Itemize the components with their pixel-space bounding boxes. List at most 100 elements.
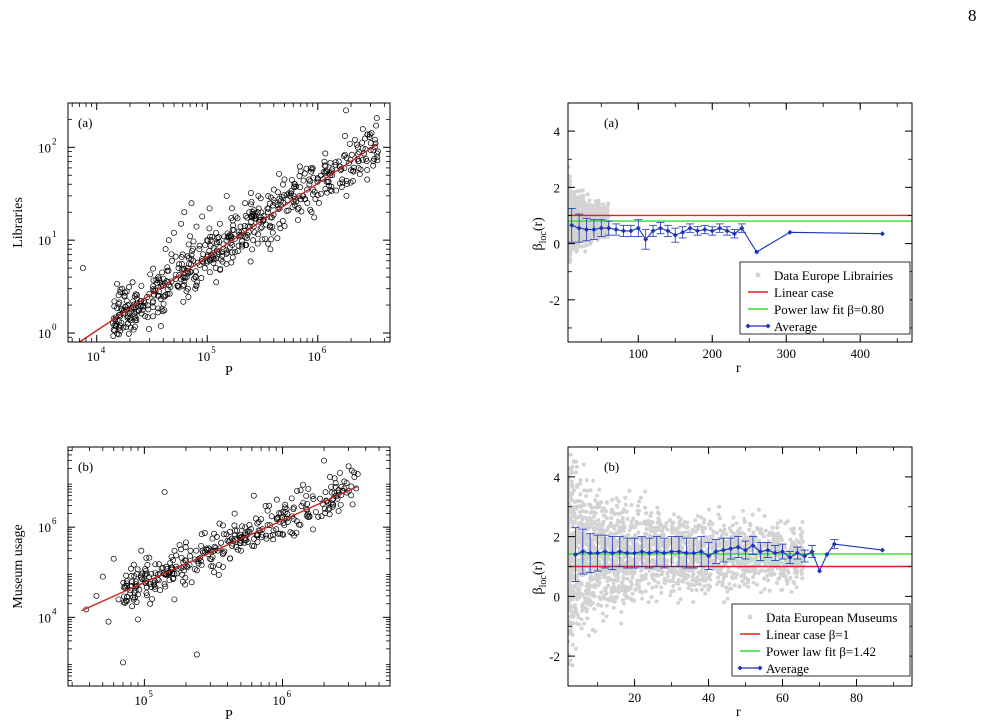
data-cloud-point	[735, 561, 740, 566]
data-point	[178, 220, 185, 227]
data-cloud-point	[643, 589, 648, 594]
average-marker	[628, 228, 634, 234]
legend-label: Power law fit β=1.42	[766, 644, 876, 659]
data-point	[237, 540, 244, 547]
data-point	[242, 233, 249, 240]
data-point	[139, 307, 146, 314]
data-cloud-point	[755, 582, 759, 587]
data-point	[188, 251, 195, 258]
data-point	[155, 577, 162, 584]
data-cloud-point	[612, 599, 617, 604]
data-cloud-point	[789, 589, 794, 594]
data-cloud-point	[742, 536, 747, 540]
data-point	[361, 150, 368, 157]
data-point	[156, 275, 162, 282]
data-point	[373, 115, 380, 122]
data-cloud-point	[786, 570, 791, 575]
data-point	[277, 530, 284, 537]
data-point	[209, 233, 216, 240]
data-cloud-point	[590, 628, 595, 632]
data-cloud-point	[571, 613, 576, 617]
data-cloud-point	[664, 521, 669, 525]
data-point	[191, 275, 197, 282]
data-cloud-point	[734, 521, 739, 526]
data-point	[216, 220, 223, 227]
average-marker	[665, 228, 671, 234]
data-cloud-point	[794, 575, 799, 579]
average-marker	[591, 227, 597, 233]
data-point	[129, 603, 136, 610]
data-cloud-point	[725, 596, 730, 601]
data-point	[123, 572, 130, 579]
data-cloud-point	[706, 587, 711, 592]
data-cloud-point	[760, 568, 765, 573]
data-cloud-point	[619, 621, 624, 626]
data-point	[250, 492, 257, 499]
data-point	[161, 307, 168, 314]
data-point	[208, 563, 215, 570]
data-point	[181, 209, 188, 216]
data-cloud-point	[628, 524, 633, 529]
data-cloud-point	[581, 222, 586, 227]
data-cloud-point	[622, 586, 627, 591]
data-point	[180, 274, 187, 281]
data-point	[242, 200, 249, 207]
data-point	[239, 241, 246, 248]
average-marker	[780, 549, 786, 555]
data-point	[202, 242, 209, 249]
data-point	[133, 295, 140, 302]
y-axis-label-main: β	[531, 587, 546, 594]
data-cloud-point	[682, 575, 686, 580]
data-cloud-point	[575, 207, 580, 212]
data-cloud-point	[576, 531, 581, 536]
data-cloud-point	[573, 606, 578, 611]
x-tick-label: 100	[629, 346, 649, 361]
data-cloud-point	[616, 499, 621, 504]
data-cloud-point	[702, 517, 707, 522]
data-cloud-point	[584, 542, 589, 547]
average-marker	[576, 225, 582, 231]
data-cloud-point	[729, 529, 733, 534]
data-point	[310, 526, 316, 533]
data-cloud-point	[654, 599, 659, 604]
data-point	[244, 539, 251, 545]
data-cloud-point	[650, 585, 655, 590]
data-point	[343, 178, 350, 184]
data-cloud-point	[677, 586, 682, 591]
data-cloud-point	[576, 499, 581, 504]
data-point	[254, 240, 261, 247]
data-cloud-point	[632, 570, 637, 575]
data-point	[148, 583, 155, 590]
data-cloud-point	[749, 548, 753, 553]
data-point	[129, 279, 136, 286]
data-cloud-point	[638, 556, 643, 561]
data-point	[224, 537, 231, 544]
data-cloud-point	[568, 253, 572, 258]
data-cloud-point	[788, 537, 793, 542]
data-point	[217, 265, 224, 272]
legend-symbol-data	[747, 614, 753, 620]
data-point	[322, 170, 329, 177]
data-cloud-point	[800, 566, 805, 571]
data-point	[115, 596, 122, 603]
data-cloud-point	[568, 164, 571, 169]
data-point	[196, 246, 203, 253]
data-point	[276, 205, 283, 212]
data-point	[349, 501, 356, 508]
fit-line	[81, 485, 358, 612]
data-cloud-point	[749, 569, 754, 573]
y-axis-label: βloc(r)	[531, 217, 549, 251]
data-cloud-point	[585, 519, 590, 523]
data-point	[364, 167, 371, 173]
data-cloud-point	[614, 531, 619, 536]
data-cloud-point	[600, 545, 605, 550]
data-point	[239, 523, 246, 530]
data-point	[201, 265, 208, 272]
data-point	[329, 503, 336, 510]
data-point	[364, 176, 371, 183]
data-cloud-point	[589, 574, 594, 579]
data-cloud-point	[774, 533, 779, 538]
data-cloud-point	[570, 632, 575, 637]
data-cloud-point	[799, 541, 804, 546]
data-cloud-point	[625, 576, 630, 581]
